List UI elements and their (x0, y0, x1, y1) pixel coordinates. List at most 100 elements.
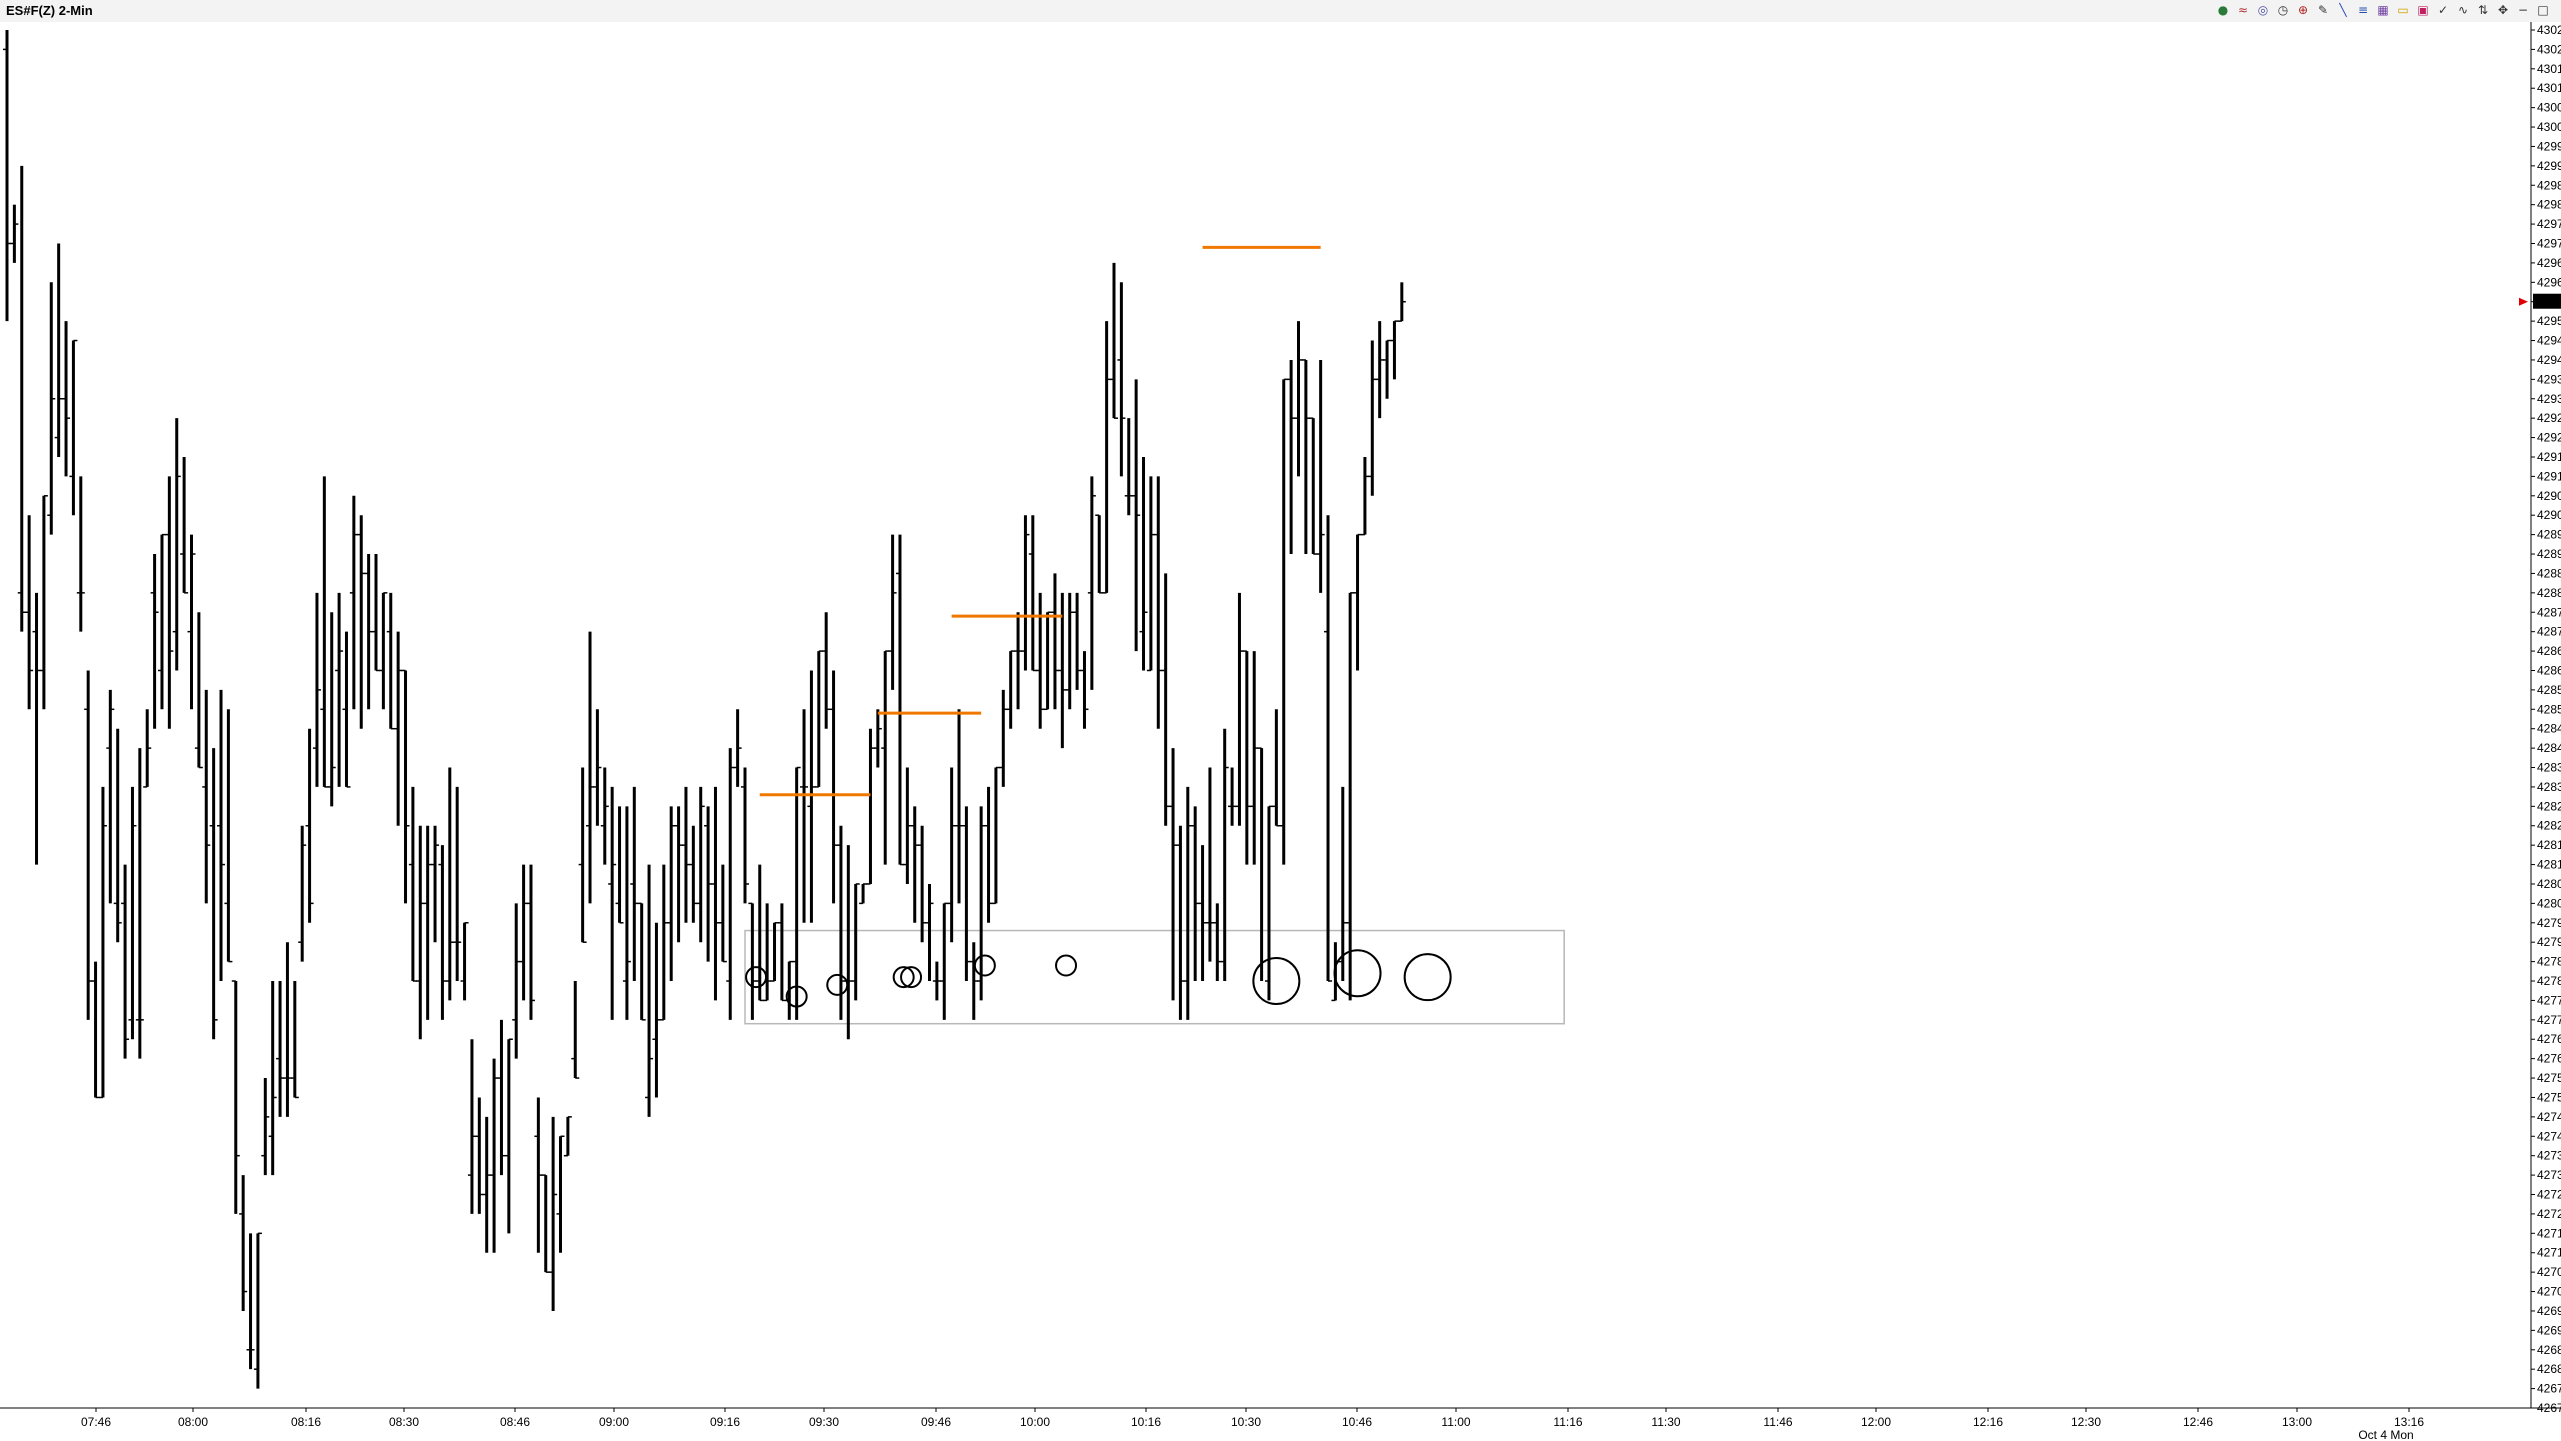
price-bar (69, 339, 78, 516)
price-bar (1139, 456, 1148, 671)
marker-circle[interactable] (826, 973, 849, 996)
price-bar (84, 670, 93, 1020)
marker-circle[interactable] (785, 985, 808, 1008)
chart-background (0, 22, 2561, 1441)
price-tick-label: 4287.50 (2537, 605, 2561, 619)
price-bar (681, 786, 690, 923)
price-bar (113, 728, 122, 943)
price-tick-label: 4286.00 (2537, 663, 2561, 677)
price-bar (1006, 650, 1015, 729)
price-tick-label: 4273.00 (2537, 1168, 2561, 1182)
price-bar (335, 592, 344, 787)
price-tick-label: 4288.00 (2537, 586, 2561, 600)
price-tick-label: 4299.00 (2537, 159, 2561, 173)
chart-title: ES#F(Z) 2-Min (6, 3, 93, 18)
marker-circle[interactable] (1055, 954, 1078, 977)
marker-circle[interactable] (1403, 953, 1452, 1002)
price-bar (1360, 456, 1369, 536)
time-tick-label: 09:46 (921, 1415, 951, 1429)
signal-icon[interactable]: ≈ (2237, 3, 2249, 17)
price-bar (733, 709, 742, 787)
arrows-icon[interactable]: ✥ (2497, 3, 2509, 17)
marker-circle[interactable] (1252, 957, 1301, 1006)
price-bar (143, 709, 152, 788)
rectangle-icon[interactable]: ▭ (2397, 3, 2409, 17)
marker-circle[interactable] (900, 966, 923, 989)
price-bar (696, 786, 705, 943)
price-bar (39, 495, 48, 710)
price-bar (47, 282, 56, 535)
marker-circle[interactable] (745, 966, 768, 989)
price-bar (231, 980, 240, 1214)
clock-icon[interactable]: ◷ (2277, 3, 2289, 17)
price-bar (194, 612, 203, 769)
price-tick-label: 4276.50 (2537, 1032, 2561, 1046)
marker-circle[interactable] (892, 966, 915, 989)
time-tick-label: 10:46 (1342, 1415, 1372, 1429)
price-bar (1375, 321, 1384, 419)
time-tick-label: 09:16 (710, 1415, 740, 1429)
price-bar (991, 766, 1000, 905)
price-bar (431, 825, 440, 943)
price-bar (386, 592, 395, 730)
price-bar (98, 786, 107, 1099)
price-bar (121, 864, 130, 1059)
price-tick-label: 4268.00 (2537, 1362, 2561, 1376)
price-bar (1058, 592, 1067, 749)
price-bar (276, 981, 285, 1117)
price-chart[interactable]: 4267.00 4267.50 4268.00 4268.50 4269.00 4269.… (0, 22, 2561, 1441)
price-bar (172, 418, 181, 671)
price-bar (76, 476, 85, 632)
line-icon[interactable]: ╲ (2339, 3, 2347, 17)
price-bar (290, 981, 299, 1099)
grid-icon[interactable]: ▦ (2377, 3, 2389, 17)
price-bar (541, 1174, 550, 1273)
price-bar (519, 864, 528, 1001)
price-tick-label: 4296.50 (2537, 256, 2561, 270)
arrow-up-down-icon[interactable]: ⇅ (2477, 3, 2489, 17)
price-bar (261, 1078, 270, 1176)
price-bar (556, 1135, 565, 1253)
circle-icon[interactable]: ◎ (2257, 3, 2269, 17)
price-bar (379, 592, 388, 710)
crosshair-icon[interactable]: ⊕ (2297, 3, 2309, 17)
minus-icon[interactable]: − (2517, 3, 2529, 17)
price-bar (253, 1232, 262, 1389)
price-bar (563, 1116, 572, 1157)
price-bar (62, 321, 71, 477)
marker-circle[interactable] (1333, 949, 1382, 998)
support-zone-rect[interactable] (744, 929, 1565, 1025)
highlight-icon[interactable]: ▣ (2417, 3, 2429, 17)
price-tick-label: 4302.50 (2537, 23, 2561, 37)
price-tick-label: 4301.50 (2537, 62, 2561, 76)
price-tick-label: 4292.00 (2537, 431, 2561, 445)
price-bar (364, 554, 373, 710)
pencil-icon[interactable]: ✎ (2317, 3, 2329, 17)
price-bar (726, 748, 735, 1020)
price-bar (10, 204, 19, 263)
price-tick-label: 4285.50 (2537, 683, 2561, 697)
price-bar (32, 592, 41, 865)
price-tick-label: 4296.00 (2537, 275, 2561, 289)
price-bar (283, 942, 292, 1117)
price-tick-label: 4286.50 (2537, 644, 2561, 658)
globe-icon[interactable]: ● (2217, 3, 2229, 17)
time-tick-label: 12:00 (1861, 1415, 1891, 1429)
time-tick-label: 08:00 (178, 1415, 208, 1429)
price-tick-label: 4301.00 (2537, 81, 2561, 95)
price-bar (977, 806, 986, 1001)
price-tick-label: 4267.00 (2537, 1401, 2561, 1415)
fib-icon[interactable]: ≡ (2357, 3, 2369, 17)
price-bar (1080, 651, 1089, 729)
time-tick-label: 10:00 (1020, 1415, 1050, 1429)
marker-circle[interactable] (973, 954, 996, 977)
price-bar (1279, 378, 1288, 865)
box-icon[interactable]: □ (2537, 3, 2549, 17)
price-bar (1043, 611, 1052, 711)
check-icon[interactable]: ✓ (2437, 3, 2449, 17)
curve-icon[interactable]: ∿ (2457, 3, 2469, 17)
price-bar (1383, 339, 1392, 399)
price-bar (1390, 320, 1399, 380)
price-tick-label: 4298.00 (2537, 198, 2561, 212)
price-bar (829, 670, 838, 904)
